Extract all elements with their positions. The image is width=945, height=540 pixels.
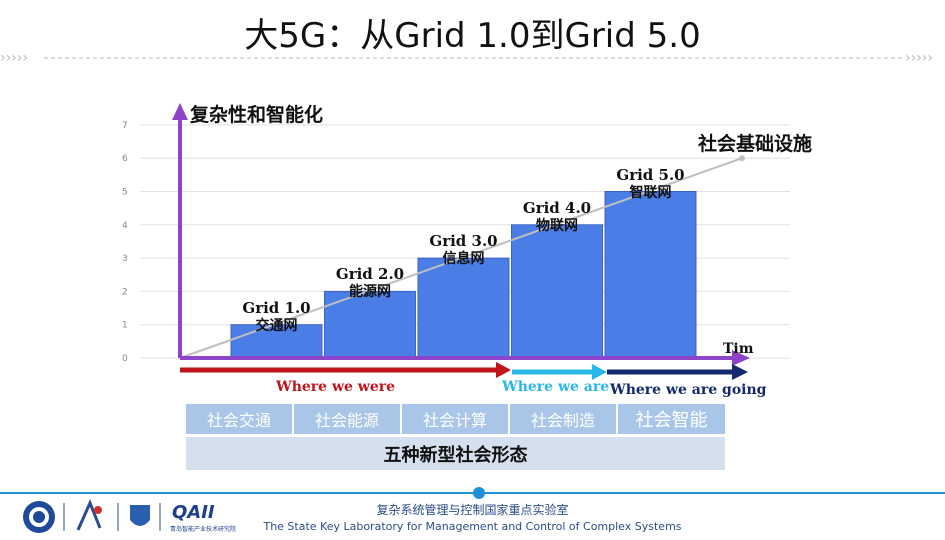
where-we-were-arrowhead-icon xyxy=(496,362,511,378)
social-form-cell: 社会能源 xyxy=(294,404,400,434)
bar-label-grid: Grid 3.0 xyxy=(429,232,498,251)
phase-where-we-are-going: Where we are going xyxy=(610,382,767,398)
y-axis-arrow-icon xyxy=(172,103,188,120)
phase-where-we-are: Where we are xyxy=(502,379,610,395)
bar-label: Grid 3.0 信息网 xyxy=(404,232,524,268)
bar-label-network: 能源网 xyxy=(349,284,391,301)
bar-label-grid: Grid 4.0 xyxy=(522,198,592,217)
social-form-cell: 社会交通 xyxy=(186,404,292,434)
social-form-cell: 社会智能 xyxy=(618,404,725,434)
divider-chevrons-left-icon: ››››› xyxy=(0,50,28,66)
y-tick-label: 0 xyxy=(122,354,128,364)
y-tick-label: 4 xyxy=(122,221,128,231)
y-tick-label: 7 xyxy=(122,121,128,131)
bar-label-grid: Grid 2.0 xyxy=(335,265,405,284)
trend-label: 社会基础设施 xyxy=(697,132,812,155)
y-tick-labels: 0 1 2 3 4 5 6 7 xyxy=(122,121,128,364)
caption-bar: 五种新型社会形态 xyxy=(186,437,725,470)
axis-labels: 复杂性和智能化 Tim xyxy=(189,103,754,357)
people-logo-icon xyxy=(76,499,102,531)
where-we-are-arrowhead-icon xyxy=(592,364,607,380)
trend-line xyxy=(179,157,743,359)
shield-logo-icon xyxy=(130,505,150,526)
bar-label: Grid 1.0 交通网 xyxy=(217,299,337,335)
cas-seal-logo-icon xyxy=(23,501,55,533)
footer-lab-name-cn: 复杂系统管理与控制国家重点实验室 xyxy=(376,503,569,517)
y-tick-label: 3 xyxy=(122,254,128,264)
bar-5 xyxy=(604,191,697,359)
phase-where-we-were: Where we were xyxy=(276,379,396,395)
bar-label-network: 智联网 xyxy=(629,184,672,201)
bar-3 xyxy=(417,257,510,359)
footer-rule-dot-icon xyxy=(473,487,485,499)
bar-label-grid: Grid 1.0 xyxy=(242,298,311,317)
y-tick-label: 6 xyxy=(122,154,128,164)
bar-label: Grid 4.0 物联网 xyxy=(497,199,617,235)
x-axis-arrow-icon xyxy=(732,350,750,366)
title-divider: ››››› ››››› xyxy=(0,50,933,66)
social-form-cell: 社会制造 xyxy=(510,404,616,434)
footer-lab-name-en: The State Key Laboratory for Management … xyxy=(263,520,682,533)
bar-4 xyxy=(511,224,603,359)
divider-chevrons-right-icon: ››››› xyxy=(905,50,933,66)
social-form-cell: 社会计算 xyxy=(402,404,508,434)
where-we-are-going-arrowhead-icon xyxy=(732,364,748,380)
bar-label-network: 交通网 xyxy=(255,317,298,334)
qaii-logo: QAII xyxy=(172,502,215,523)
bar-label-network: 信息网 xyxy=(442,251,485,268)
bar-label-network: 物联网 xyxy=(536,217,578,234)
bars xyxy=(230,191,697,359)
bar-label-grid: Grid 5.0 xyxy=(616,165,685,184)
bar-label: Grid 5.0 智联网 xyxy=(591,166,711,202)
y-tick-label: 2 xyxy=(122,287,128,297)
x-axis-label: Tim xyxy=(723,341,754,357)
bar-label: Grid 2.0 能源网 xyxy=(310,265,430,301)
y-axis-label: 复杂性和智能化 xyxy=(189,103,323,126)
qaii-logo-subtitle: 青岛智能产业技术研究院 xyxy=(170,526,237,533)
trend-line-endpoint xyxy=(739,155,745,162)
trend: 社会基础设施 xyxy=(179,132,812,359)
y-tick-label: 1 xyxy=(122,321,128,331)
page-title: 大5G：从Grid 1.0到Grid 5.0 xyxy=(244,16,701,56)
y-tick-label: 5 xyxy=(122,188,128,198)
